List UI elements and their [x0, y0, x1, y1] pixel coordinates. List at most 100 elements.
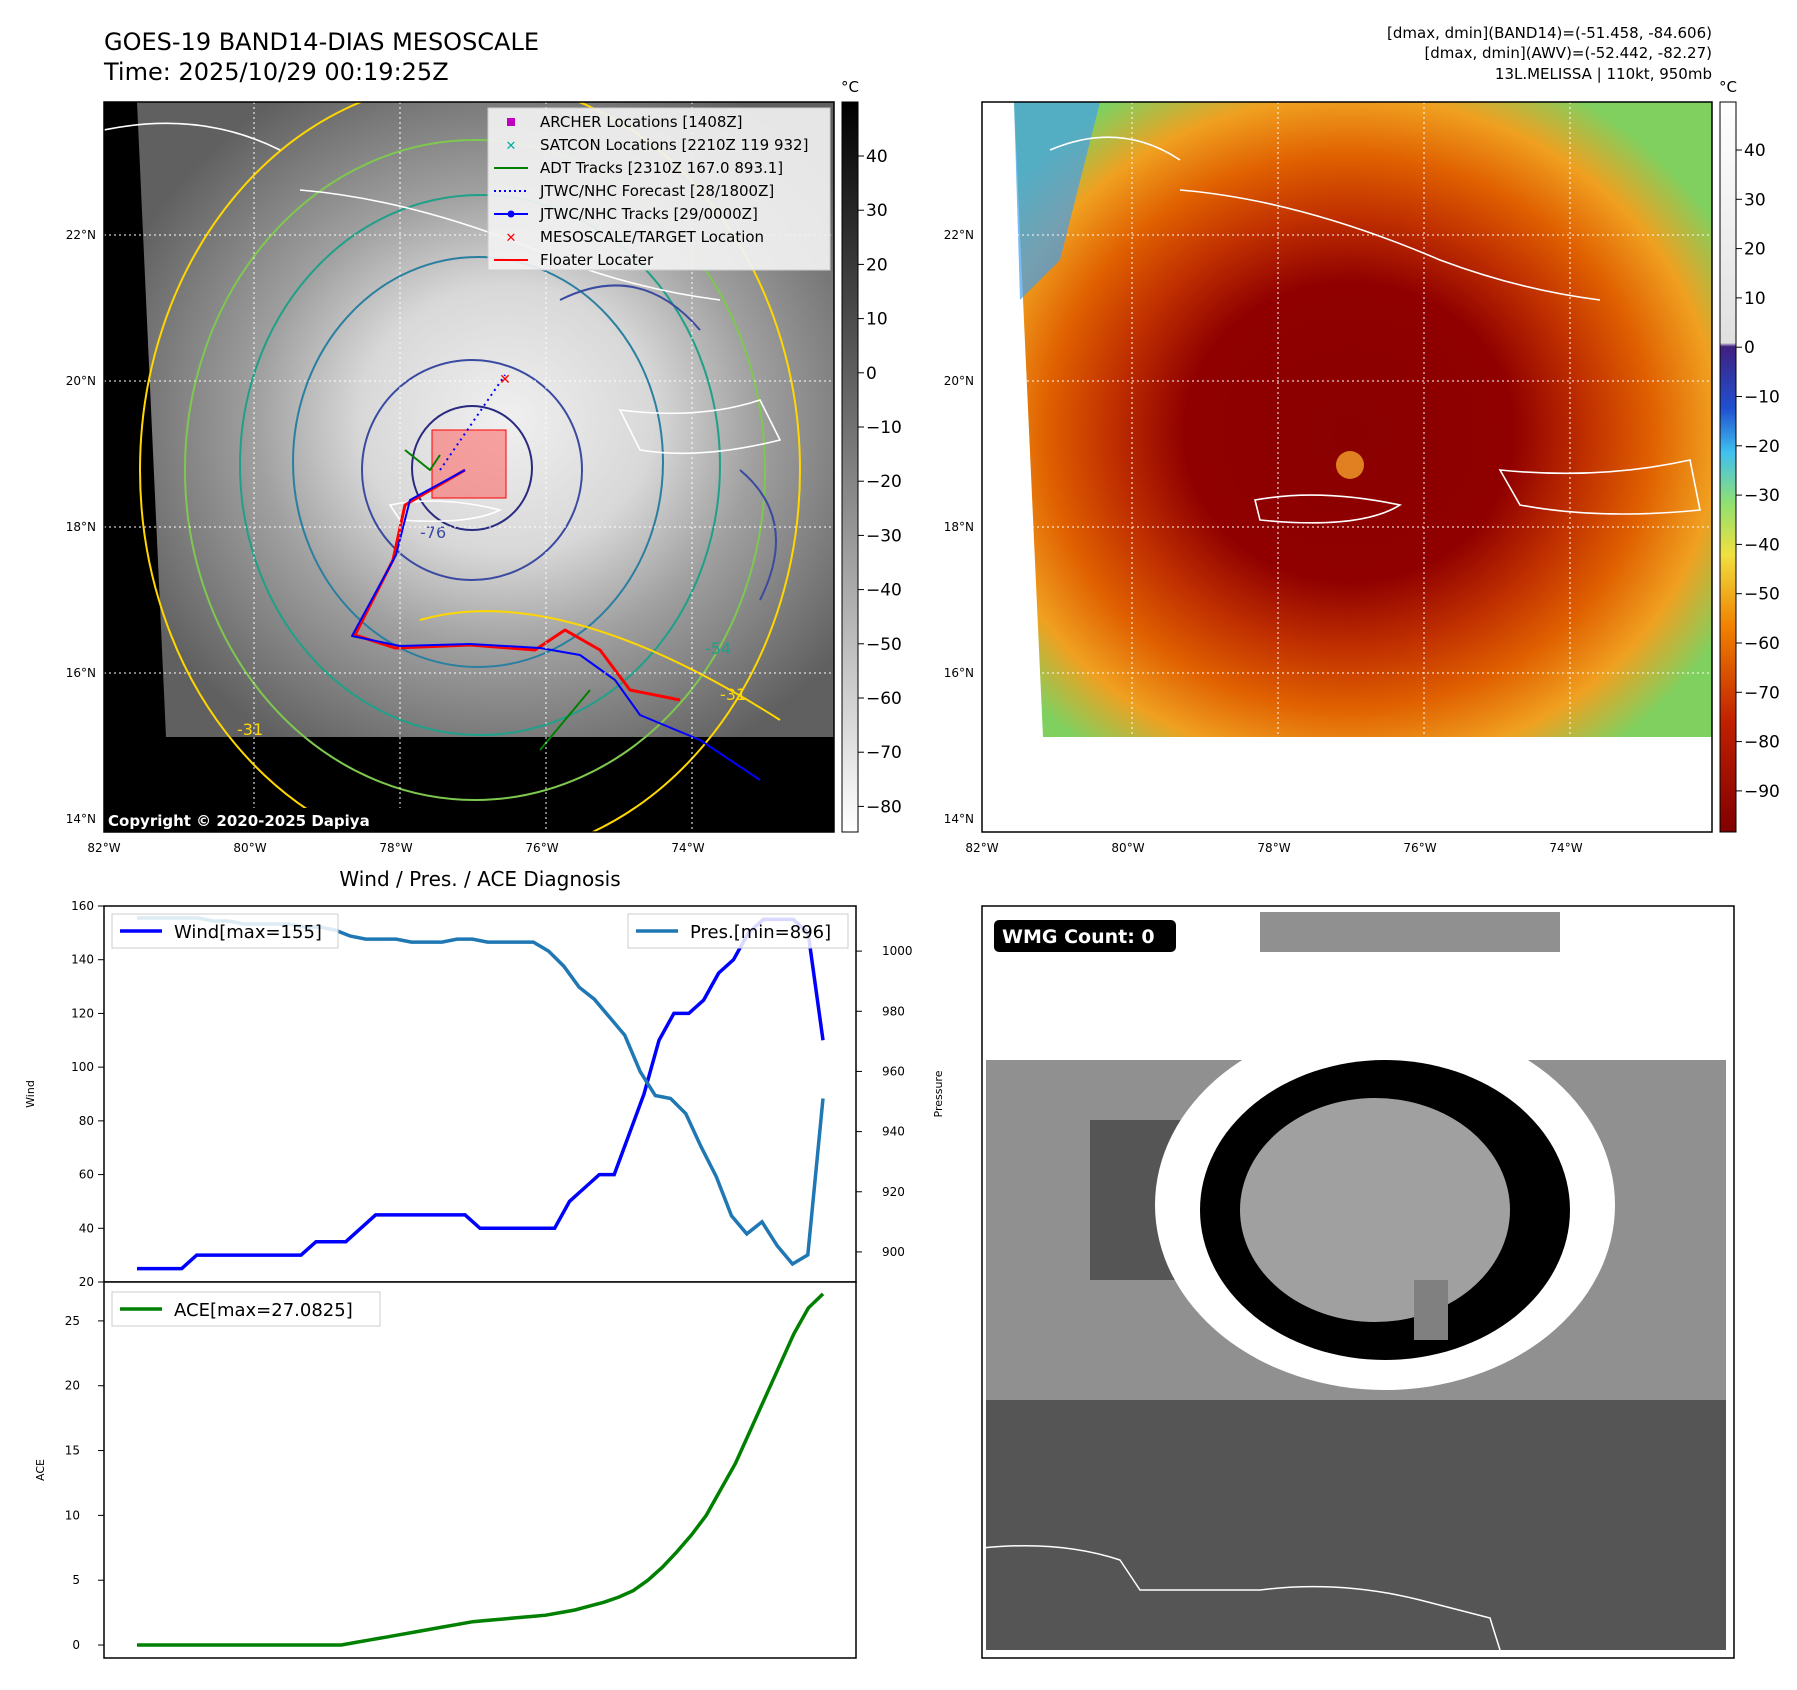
ace-tick-label: 15 — [65, 1444, 80, 1458]
ace-tick-label: 5 — [72, 1573, 80, 1587]
left-map-lon-ticks: 82°W 80°W 78°W 76°W 74°W — [87, 841, 704, 855]
info-line-2: [dmax, dmin](AWV)=(-52.442, -82.27) — [1424, 44, 1712, 62]
right-map-imagery — [1014, 102, 1712, 737]
colorbar-tick-label: 30 — [866, 201, 888, 221]
lon-tick-label: 74°W — [671, 841, 704, 855]
wmg-count-badge — [994, 920, 1176, 952]
colorbar-tick-label: −20 — [1744, 437, 1780, 457]
lat-tick-label: 20°N — [944, 374, 974, 388]
legend-label: JTWC/NHC Forecast [28/1800Z] — [539, 182, 774, 200]
contour-label-2: -54 — [705, 639, 731, 658]
legend-label: Floater Locater — [540, 251, 654, 269]
colorbar-tick-label: −50 — [1744, 585, 1780, 605]
wind-tick-label: 20 — [79, 1275, 94, 1289]
wind-tick-label: 120 — [71, 1006, 94, 1020]
wind-tick-label: 100 — [71, 1060, 94, 1074]
colorbar-tick-label: −40 — [866, 581, 902, 601]
lon-tick-label: 80°W — [1111, 841, 1144, 855]
wind-legend-label: Wind[max=155] — [174, 922, 322, 943]
colorbar-tick-label: −30 — [1744, 486, 1780, 506]
ace-series-line — [137, 1292, 825, 1647]
left-colorbar — [841, 101, 859, 833]
lat-tick-label: 14°N — [66, 812, 96, 826]
pressure-tick-label: 980 — [882, 1004, 905, 1018]
pressure-tick-label: 900 — [882, 1245, 905, 1259]
figure-time: Time: 2025/10/29 00:19:25Z — [103, 58, 449, 86]
wind-tick-label: 60 — [79, 1168, 94, 1182]
wind-tick-label: 160 — [71, 899, 94, 913]
copyright-banner — [104, 808, 414, 832]
target-marker: ✕ — [499, 372, 511, 388]
figure-title: GOES-19 BAND14-DIAS MESOSCALE — [104, 28, 539, 56]
pressure-axis-label: Pressure — [932, 1070, 945, 1117]
legend-label: ADT Tracks [2310Z 167.0 893.1] — [540, 159, 783, 177]
lon-tick-label: 82°W — [87, 841, 120, 855]
wind-tick-label: 40 — [79, 1221, 94, 1235]
colorbar-tick-label: −70 — [1744, 683, 1780, 703]
lon-tick-label: 82°W — [965, 841, 998, 855]
lat-tick-label: 16°N — [944, 666, 974, 680]
left-map-contours — [139, 102, 801, 832]
right-colorbar-unit: °C — [1719, 78, 1737, 96]
contour-label-3: -31 — [237, 720, 263, 739]
legend-dot-icon — [507, 210, 515, 218]
colorbar-tick-label: 30 — [1744, 190, 1766, 210]
lon-tick-label: 74°W — [1549, 841, 1582, 855]
pressure-tick-label: 1000 — [882, 944, 913, 958]
wmg-panel: WMG Count: 0 — [981, 905, 1735, 1659]
colorbar-tick-label: −60 — [1744, 634, 1780, 654]
colorbar-tick-label: −70 — [866, 743, 902, 763]
wmg-count-label: WMG Count: 0 — [1002, 926, 1155, 948]
colorbar-tick-label: −40 — [1744, 535, 1780, 555]
left-map-lat-ticks: 22°N 20°N 18°N 16°N 14°N — [66, 228, 96, 826]
colorbar-tick-label: −90 — [1744, 782, 1780, 802]
colorbar-tick-label: −20 — [866, 472, 902, 492]
wind-series-line — [137, 917, 825, 1271]
left-map-panel: ✕ -76 -54 -31 -31 Copyright © 2020-2025 … — [66, 78, 902, 855]
info-line-1: [dmax, dmin](BAND14)=(-51.458, -84.606) — [1387, 24, 1712, 42]
left-map-gridlines — [104, 102, 834, 832]
legend-label: SATCON Locations [2210Z 119 932] — [540, 136, 808, 154]
right-map-lat-ticks: 22°N 20°N 18°N 16°N 14°N — [944, 228, 974, 826]
copyright-text: Copyright © 2020-2025 Dapiya — [108, 812, 370, 830]
legend-label: MESOSCALE/TARGET Location — [540, 228, 764, 246]
legend-label: ARCHER Locations [1408Z] — [540, 113, 743, 131]
diagnosis-title: Wind / Pres. / ACE Diagnosis — [339, 867, 620, 891]
colorbar-tick-label: −80 — [866, 797, 902, 817]
pressure-legend-label: Pres.[min=896] — [690, 922, 831, 943]
pressure-legend: Pres.[min=896] — [627, 913, 849, 949]
left-colorbar-ticks: 40 30 20 10 0 −10 −20 −30 −40 −50 −60 −70 −80 — [858, 147, 902, 817]
wind-legend: Wind[max=155] — [111, 913, 339, 949]
lat-tick-label: 22°N — [944, 228, 974, 242]
legend-label: JTWC/NHC Tracks [29/0000Z] — [539, 205, 758, 223]
legend-square-marker-icon — [507, 118, 515, 126]
ace-legend-label: ACE[max=27.0825] — [174, 1300, 353, 1321]
colorbar-tick-label: −10 — [1744, 388, 1780, 408]
ace-tick-label: 0 — [72, 1638, 80, 1652]
colorbar-tick-label: −10 — [866, 418, 902, 438]
lat-tick-label: 18°N — [66, 520, 96, 534]
lon-tick-label: 76°W — [525, 841, 558, 855]
legend-x-marker-icon: ✕ — [506, 139, 517, 154]
colorbar-tick-label: 40 — [1744, 141, 1766, 161]
lon-tick-label: 78°W — [379, 841, 412, 855]
wind-tick-label: 140 — [71, 953, 94, 967]
lat-tick-label: 20°N — [66, 374, 96, 388]
ace-axis-ticks: 25 20 15 10 5 0 — [65, 1314, 104, 1652]
ace-chart: 25 20 15 10 5 0 ACE ACE[max=27.0825] — [34, 1281, 857, 1659]
colorbar-tick-label: 20 — [1744, 240, 1766, 260]
wind-pressure-chart: 160 140 120 100 80 60 40 20 1000 980 960 940 920 900… — [24, 899, 945, 1289]
wind-axis-ticks: 160 140 120 100 80 60 40 20 — [71, 899, 104, 1289]
wind-tick-label: 80 — [79, 1114, 94, 1128]
right-map-gridlines — [982, 102, 1712, 832]
right-map-panel: 82°W 80°W 78°W 76°W 74°W 22°N 20°N 18°N 16°N 14°… — [944, 78, 1780, 855]
info-line-3: 13L.MELISSA | 110kt, 950mb — [1495, 65, 1712, 83]
lon-tick-label: 76°W — [1403, 841, 1436, 855]
colorbar-tick-label: −60 — [866, 689, 902, 709]
colorbar-tick-label: 0 — [1744, 338, 1755, 358]
left-colorbar-unit: °C — [841, 78, 859, 96]
lon-tick-label: 78°W — [1257, 841, 1290, 855]
pressure-tick-label: 940 — [882, 1125, 905, 1139]
pressure-axis-ticks: 1000 980 960 940 920 900 — [856, 944, 913, 1259]
